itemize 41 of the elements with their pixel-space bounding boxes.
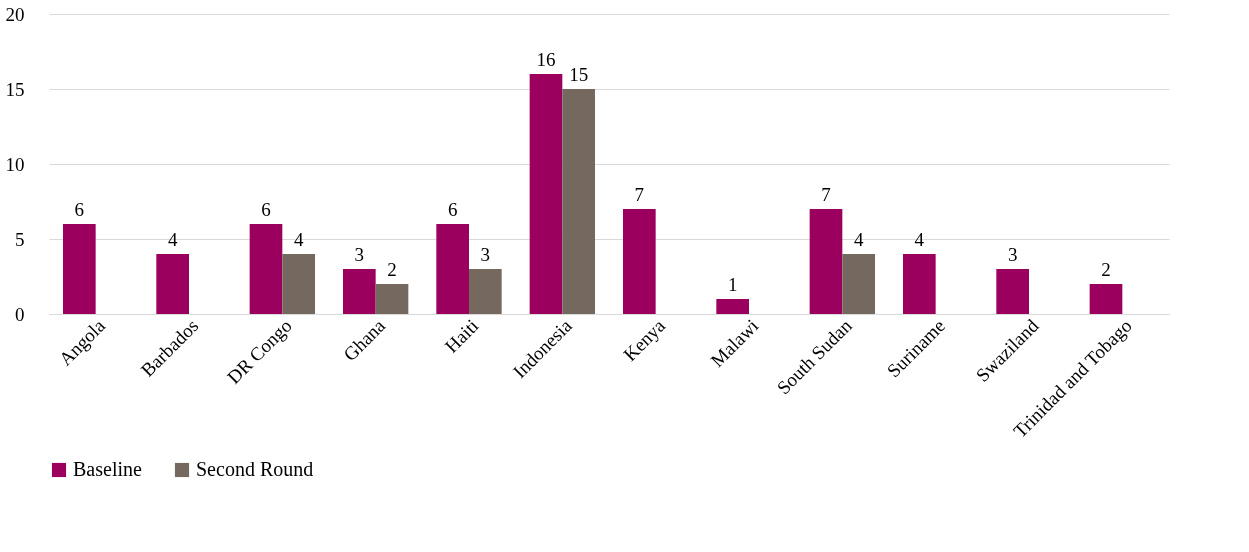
- y-tick-label: 20: [5, 3, 25, 25]
- bar: [249, 224, 283, 314]
- legend-label: Baseline: [73, 458, 142, 480]
- bar: [343, 269, 376, 314]
- bar: [623, 209, 656, 314]
- data-label: 7: [821, 184, 831, 205]
- data-label: 1: [727, 274, 738, 295]
- bar: [716, 299, 749, 314]
- bar: [809, 209, 843, 314]
- bar: [156, 254, 189, 314]
- bar: [63, 224, 96, 314]
- data-label: 6: [447, 199, 458, 220]
- data-label: 7: [634, 184, 645, 205]
- y-tick-label: 5: [15, 228, 25, 250]
- data-label: 4: [853, 229, 864, 250]
- data-label: 3: [480, 244, 491, 265]
- bar: [529, 74, 563, 314]
- data-label: 4: [293, 229, 304, 250]
- y-tick-label: 15: [5, 78, 25, 100]
- bar: [436, 224, 469, 314]
- data-label: 2: [1101, 259, 1111, 280]
- data-label: 3: [354, 244, 365, 265]
- data-label: 2: [387, 259, 397, 280]
- data-label: 4: [914, 229, 925, 250]
- bar: [996, 269, 1029, 314]
- bar: [842, 254, 875, 314]
- bar: [469, 269, 502, 314]
- bar: [562, 89, 595, 314]
- legend-label: Second Round: [196, 458, 314, 480]
- data-label: 3: [1007, 244, 1018, 265]
- y-tick-label: 0: [15, 303, 25, 325]
- bar: [282, 254, 315, 314]
- data-label: 15: [569, 64, 589, 85]
- data-label: 4: [167, 229, 178, 250]
- bar: [1089, 284, 1123, 314]
- data-label: 6: [74, 199, 85, 220]
- bar: [375, 284, 409, 314]
- bar: [903, 254, 936, 314]
- data-label: 6: [261, 199, 271, 220]
- data-label: 16: [536, 49, 556, 70]
- y-tick-label: 10: [5, 153, 25, 175]
